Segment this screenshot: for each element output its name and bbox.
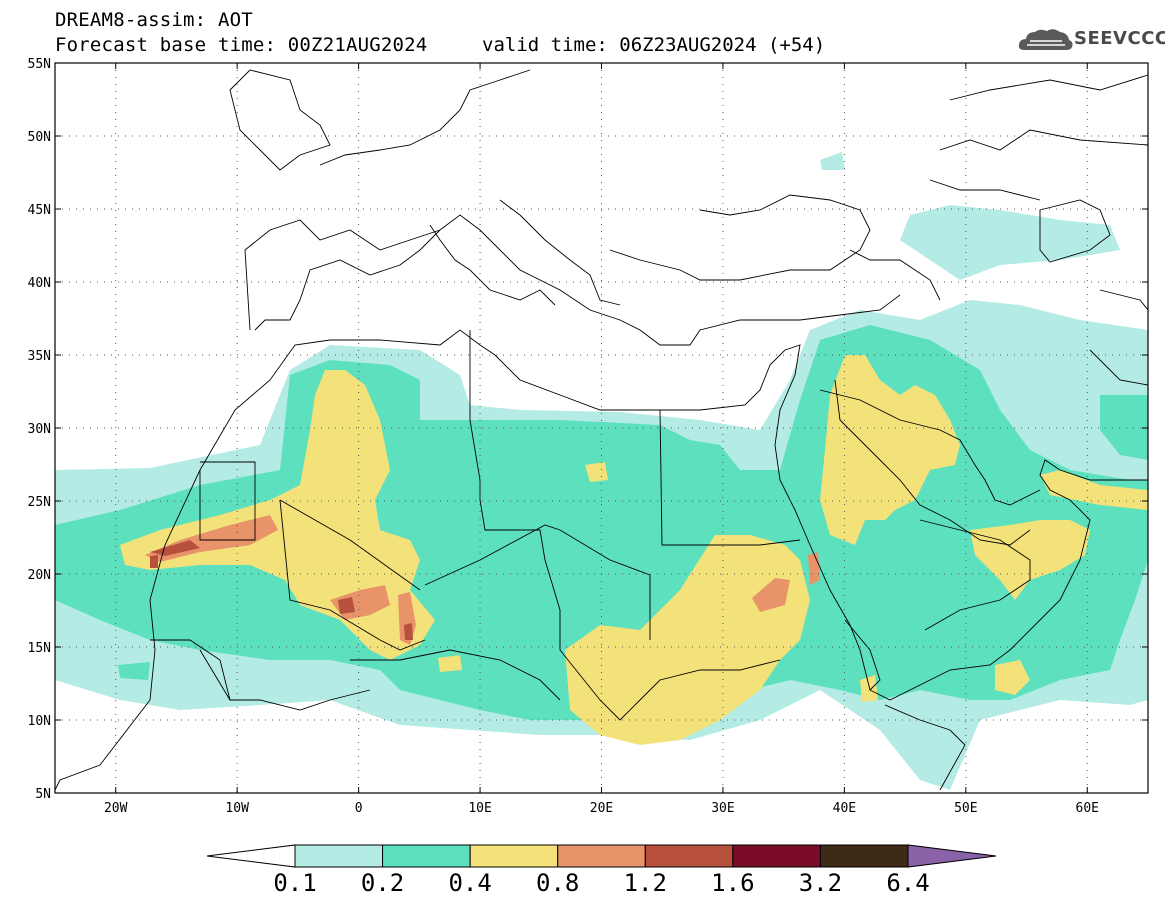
lat-tick-label: 45N — [28, 203, 51, 218]
lat-tick-label: 30N — [28, 422, 51, 437]
lat-lon-grid — [55, 63, 1148, 793]
lon-tick-label: 10W — [225, 801, 249, 816]
seevccc-logo: SEEVCCC — [1018, 26, 1165, 56]
lat-tick-label: 20N — [28, 568, 51, 583]
colorbar-level-label: 1.6 — [711, 869, 754, 897]
colorbar-high-arrow — [907, 844, 997, 868]
colorbar-level-label: 6.4 — [886, 869, 929, 897]
colorbar-bin — [469, 844, 559, 868]
lat-tick-label: 40N — [28, 276, 51, 291]
lat-tick-label: 15N — [28, 641, 51, 656]
colorbar-bin — [732, 844, 821, 868]
colorbar-bin — [557, 844, 646, 868]
lat-tick-label: 55N — [28, 57, 51, 72]
lon-tick-label: 10E — [468, 801, 491, 816]
lat-tick-label: 25N — [28, 495, 51, 510]
colorbar-level-label: 0.2 — [361, 869, 404, 897]
lon-tick-label: 20W — [104, 801, 128, 816]
lon-tick-label: 0 — [355, 801, 363, 816]
valid-time: valid time: 06Z23AUG2024 (+54) — [482, 34, 826, 56]
lat-tick-label: 35N — [28, 349, 51, 364]
colorbar-bin — [382, 844, 471, 868]
aot-band-0.4-0.8 — [120, 355, 1148, 745]
forecast-base-time: Forecast base time: 00Z21AUG2024 — [55, 34, 428, 56]
cloud-icon — [1018, 29, 1073, 50]
colorbar-level-label: 0.8 — [536, 869, 579, 897]
lat-tick-label: 50N — [28, 130, 51, 145]
lat-tick-label: 10N — [28, 714, 51, 729]
colorbar: 0.1 0.2 0.4 0.8 1.2 1.6 3.2 6.4 — [206, 844, 997, 897]
lat-tick-label: 5N — [35, 787, 51, 802]
lon-tick-label: 50E — [954, 801, 977, 816]
colorbar-bin — [294, 844, 384, 868]
colorbar-bin — [644, 844, 734, 868]
map-title: DREAM8-assim: AOT — [55, 9, 253, 31]
colorbar-low-arrow — [206, 844, 296, 868]
colorbar-level-label: 0.1 — [273, 869, 316, 897]
aot-field — [55, 152, 1148, 790]
logo-text: SEEVCCC — [1074, 28, 1165, 49]
lon-tick-label: 60E — [1076, 801, 1099, 816]
colorbar-level-label: 1.2 — [624, 869, 667, 897]
colorbar-level-label: 0.4 — [448, 869, 491, 897]
axis-ticks: 20W 10W 0 10E 20E 30E 40E 50E 60E 5N 10N 15N 20N 25N 3… — [28, 57, 1148, 816]
lon-tick-label: 30E — [711, 801, 734, 816]
aot-band-1.2-1.6 — [150, 540, 413, 640]
lon-tick-label: 40E — [833, 801, 856, 816]
coastlines — [55, 69, 1148, 791]
lon-tick-label: 20E — [590, 801, 613, 816]
colorbar-bin — [819, 844, 909, 868]
colorbar-level-label: 3.2 — [799, 869, 842, 897]
